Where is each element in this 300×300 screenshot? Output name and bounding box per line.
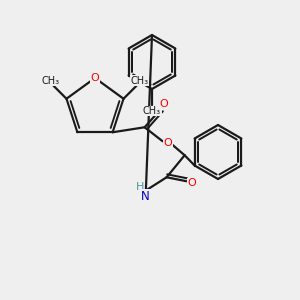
Text: O: O [187, 178, 196, 188]
Text: CH₃: CH₃ [41, 76, 59, 86]
Text: CH₃: CH₃ [143, 106, 161, 116]
Text: O: O [91, 73, 99, 83]
Text: H: H [135, 182, 144, 192]
Text: N: N [141, 190, 150, 203]
Text: O: O [163, 138, 172, 148]
Text: CH₃: CH₃ [130, 76, 148, 86]
Text: O: O [159, 99, 168, 109]
